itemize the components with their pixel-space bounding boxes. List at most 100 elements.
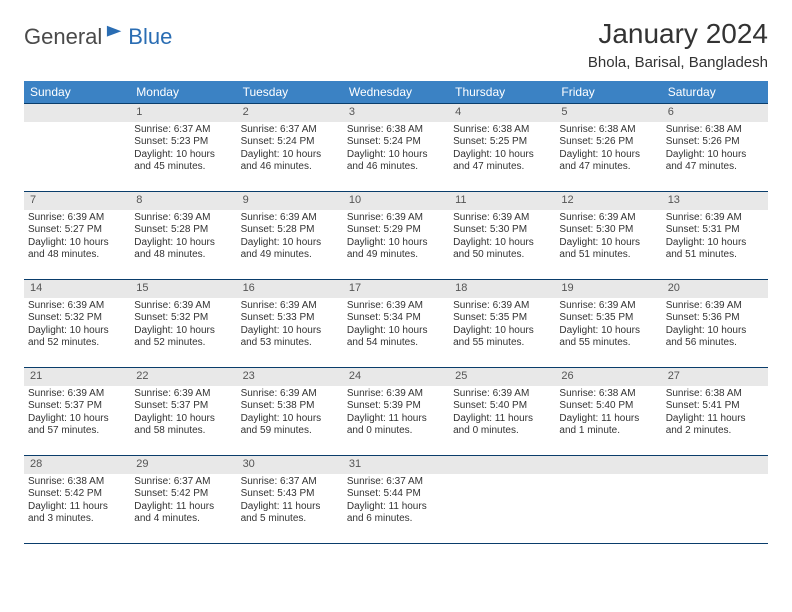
daylight-line: Daylight: 10 hours and 46 minutes. xyxy=(241,149,339,174)
day-details: Sunrise: 6:38 AMSunset: 5:40 PMDaylight:… xyxy=(555,386,661,442)
day-number: 31 xyxy=(343,456,449,474)
calendar-day-cell: 20Sunrise: 6:39 AMSunset: 5:36 PMDayligh… xyxy=(662,280,768,368)
daylight-line: Daylight: 10 hours and 54 minutes. xyxy=(347,325,445,350)
day-details: Sunrise: 6:39 AMSunset: 5:33 PMDaylight:… xyxy=(237,298,343,354)
sunrise-line: Sunrise: 6:38 AM xyxy=(453,124,551,137)
sunrise-line: Sunrise: 6:39 AM xyxy=(347,300,445,313)
sunrise-line: Sunrise: 6:37 AM xyxy=(347,476,445,489)
calendar-week: 21Sunrise: 6:39 AMSunset: 5:37 PMDayligh… xyxy=(24,368,768,456)
day-number: 10 xyxy=(343,192,449,210)
day-number: 21 xyxy=(24,368,130,386)
calendar-day-cell: 26Sunrise: 6:38 AMSunset: 5:40 PMDayligh… xyxy=(555,368,661,456)
sunrise-line: Sunrise: 6:39 AM xyxy=(347,388,445,401)
sunrise-line: Sunrise: 6:39 AM xyxy=(134,388,232,401)
daylight-line: Daylight: 10 hours and 58 minutes. xyxy=(134,413,232,438)
location-subtitle: Bhola, Barisal, Bangladesh xyxy=(588,54,768,71)
calendar-day-cell: 13Sunrise: 6:39 AMSunset: 5:31 PMDayligh… xyxy=(662,192,768,280)
day-number xyxy=(24,104,130,122)
calendar-day-cell: 10Sunrise: 6:39 AMSunset: 5:29 PMDayligh… xyxy=(343,192,449,280)
calendar-day-cell: 30Sunrise: 6:37 AMSunset: 5:43 PMDayligh… xyxy=(237,456,343,544)
calendar-day-cell: 1Sunrise: 6:37 AMSunset: 5:23 PMDaylight… xyxy=(130,104,236,192)
daylight-line: Daylight: 10 hours and 59 minutes. xyxy=(241,413,339,438)
day-details: Sunrise: 6:39 AMSunset: 5:34 PMDaylight:… xyxy=(343,298,449,354)
sunset-line: Sunset: 5:34 PM xyxy=(347,312,445,325)
daylight-line: Daylight: 11 hours and 5 minutes. xyxy=(241,501,339,526)
day-details: Sunrise: 6:37 AMSunset: 5:43 PMDaylight:… xyxy=(237,474,343,530)
day-details: Sunrise: 6:39 AMSunset: 5:37 PMDaylight:… xyxy=(24,386,130,442)
day-details: Sunrise: 6:39 AMSunset: 5:29 PMDaylight:… xyxy=(343,210,449,266)
sunrise-line: Sunrise: 6:38 AM xyxy=(559,124,657,137)
sunrise-line: Sunrise: 6:39 AM xyxy=(453,300,551,313)
sunset-line: Sunset: 5:26 PM xyxy=(559,136,657,149)
day-number: 19 xyxy=(555,280,661,298)
calendar-empty-cell xyxy=(662,456,768,544)
calendar-day-cell: 15Sunrise: 6:39 AMSunset: 5:32 PMDayligh… xyxy=(130,280,236,368)
calendar-day-cell: 2Sunrise: 6:37 AMSunset: 5:24 PMDaylight… xyxy=(237,104,343,192)
day-number: 20 xyxy=(662,280,768,298)
day-details: Sunrise: 6:39 AMSunset: 5:40 PMDaylight:… xyxy=(449,386,555,442)
day-details: Sunrise: 6:37 AMSunset: 5:23 PMDaylight:… xyxy=(130,122,236,178)
daylight-line: Daylight: 10 hours and 55 minutes. xyxy=(453,325,551,350)
day-number: 25 xyxy=(449,368,555,386)
day-number: 15 xyxy=(130,280,236,298)
weekday-header: Wednesday xyxy=(343,81,449,104)
day-number: 13 xyxy=(662,192,768,210)
sunset-line: Sunset: 5:30 PM xyxy=(453,224,551,237)
sunrise-line: Sunrise: 6:38 AM xyxy=(28,476,126,489)
calendar-head: SundayMondayTuesdayWednesdayThursdayFrid… xyxy=(24,81,768,104)
daylight-line: Daylight: 10 hours and 50 minutes. xyxy=(453,237,551,262)
sunrise-line: Sunrise: 6:39 AM xyxy=(134,212,232,225)
day-number: 23 xyxy=(237,368,343,386)
calendar-body: 1Sunrise: 6:37 AMSunset: 5:23 PMDaylight… xyxy=(24,104,768,544)
day-number: 18 xyxy=(449,280,555,298)
title-block: January 2024 Bhola, Barisal, Bangladesh xyxy=(588,18,768,71)
calendar-week: 1Sunrise: 6:37 AMSunset: 5:23 PMDaylight… xyxy=(24,104,768,192)
sunset-line: Sunset: 5:42 PM xyxy=(134,488,232,501)
day-number: 9 xyxy=(237,192,343,210)
weekday-header: Saturday xyxy=(662,81,768,104)
weekday-header: Sunday xyxy=(24,81,130,104)
daylight-line: Daylight: 11 hours and 1 minute. xyxy=(559,413,657,438)
day-details: Sunrise: 6:39 AMSunset: 5:37 PMDaylight:… xyxy=(130,386,236,442)
sunrise-line: Sunrise: 6:39 AM xyxy=(28,300,126,313)
day-details: Sunrise: 6:39 AMSunset: 5:39 PMDaylight:… xyxy=(343,386,449,442)
sunset-line: Sunset: 5:44 PM xyxy=(347,488,445,501)
page-header: General Blue January 2024 Bhola, Barisal… xyxy=(24,18,768,71)
sunset-line: Sunset: 5:41 PM xyxy=(666,400,764,413)
sunset-line: Sunset: 5:28 PM xyxy=(241,224,339,237)
calendar-day-cell: 5Sunrise: 6:38 AMSunset: 5:26 PMDaylight… xyxy=(555,104,661,192)
day-details: Sunrise: 6:38 AMSunset: 5:24 PMDaylight:… xyxy=(343,122,449,178)
daylight-line: Daylight: 10 hours and 51 minutes. xyxy=(559,237,657,262)
day-number: 22 xyxy=(130,368,236,386)
daylight-line: Daylight: 10 hours and 51 minutes. xyxy=(666,237,764,262)
daylight-line: Daylight: 10 hours and 47 minutes. xyxy=(453,149,551,174)
day-details: Sunrise: 6:39 AMSunset: 5:32 PMDaylight:… xyxy=(24,298,130,354)
day-number: 2 xyxy=(237,104,343,122)
sunrise-line: Sunrise: 6:37 AM xyxy=(134,476,232,489)
sunset-line: Sunset: 5:39 PM xyxy=(347,400,445,413)
sunrise-line: Sunrise: 6:39 AM xyxy=(241,212,339,225)
calendar-day-cell: 22Sunrise: 6:39 AMSunset: 5:37 PMDayligh… xyxy=(130,368,236,456)
sunrise-line: Sunrise: 6:37 AM xyxy=(241,124,339,137)
sunrise-line: Sunrise: 6:37 AM xyxy=(134,124,232,137)
calendar-empty-cell xyxy=(555,456,661,544)
daylight-line: Daylight: 11 hours and 6 minutes. xyxy=(347,501,445,526)
daylight-line: Daylight: 11 hours and 2 minutes. xyxy=(666,413,764,438)
logo: General Blue xyxy=(24,24,172,50)
calendar-day-cell: 25Sunrise: 6:39 AMSunset: 5:40 PMDayligh… xyxy=(449,368,555,456)
day-number xyxy=(449,456,555,474)
day-details: Sunrise: 6:39 AMSunset: 5:28 PMDaylight:… xyxy=(130,210,236,266)
sunrise-line: Sunrise: 6:39 AM xyxy=(347,212,445,225)
day-details: Sunrise: 6:38 AMSunset: 5:26 PMDaylight:… xyxy=(662,122,768,178)
sunset-line: Sunset: 5:25 PM xyxy=(453,136,551,149)
sunrise-line: Sunrise: 6:39 AM xyxy=(559,300,657,313)
day-details: Sunrise: 6:37 AMSunset: 5:24 PMDaylight:… xyxy=(237,122,343,178)
weekday-header: Monday xyxy=(130,81,236,104)
sunset-line: Sunset: 5:40 PM xyxy=(453,400,551,413)
sunset-line: Sunset: 5:27 PM xyxy=(28,224,126,237)
day-details: Sunrise: 6:39 AMSunset: 5:27 PMDaylight:… xyxy=(24,210,130,266)
sunset-line: Sunset: 5:32 PM xyxy=(134,312,232,325)
sunrise-line: Sunrise: 6:38 AM xyxy=(666,388,764,401)
calendar-day-cell: 4Sunrise: 6:38 AMSunset: 5:25 PMDaylight… xyxy=(449,104,555,192)
day-number: 5 xyxy=(555,104,661,122)
